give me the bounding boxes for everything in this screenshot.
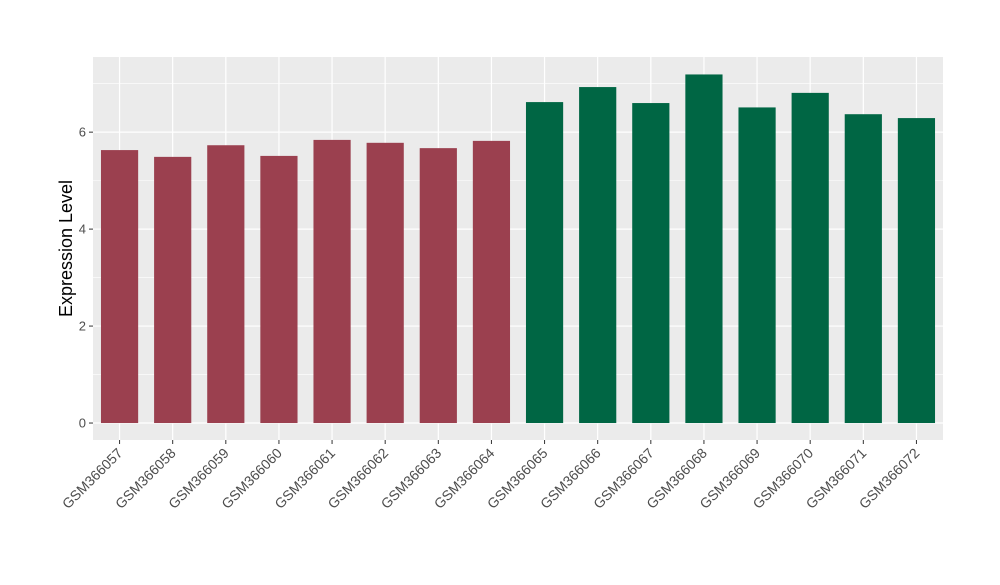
y-tick-label: 6 <box>79 125 86 140</box>
y-tick-label: 2 <box>79 319 86 334</box>
bar <box>207 145 245 424</box>
y-tick-label: 4 <box>79 222 86 237</box>
bar <box>738 107 776 424</box>
bar <box>685 74 723 424</box>
bar <box>260 155 298 424</box>
bar <box>579 87 617 424</box>
bar <box>897 118 936 424</box>
bar <box>419 148 457 424</box>
bar <box>791 92 829 424</box>
bar <box>525 102 564 424</box>
bars <box>100 74 936 424</box>
bar <box>844 114 882 424</box>
bar <box>154 156 192 424</box>
bar <box>472 140 511 424</box>
y-tick-label: 0 <box>79 416 86 431</box>
y-axis-label: Expression Level <box>56 180 76 317</box>
bar <box>632 103 670 424</box>
bar <box>100 150 139 424</box>
bar <box>366 142 404 424</box>
bar <box>313 139 351 424</box>
